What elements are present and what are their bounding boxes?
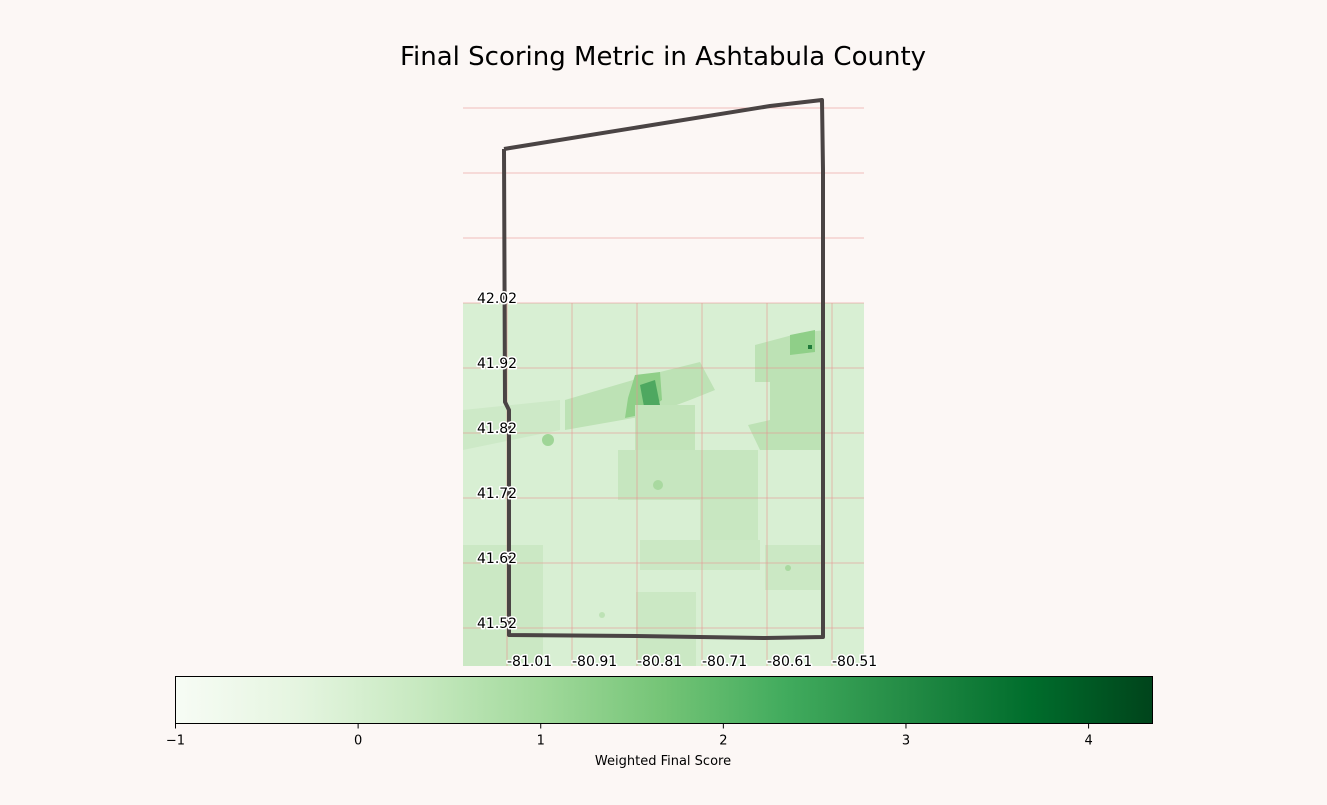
colorbar-tick-label: 1	[537, 734, 545, 749]
map-title: Final Scoring Metric in Ashtabula County	[400, 42, 926, 72]
latitude-label: 41.82	[477, 421, 517, 437]
colorbar-tick-label: −1	[166, 734, 185, 749]
colorbar-tick-label: 0	[354, 734, 362, 749]
longitude-label: -80.81	[637, 654, 682, 670]
longitude-label: -80.71	[702, 654, 747, 670]
longitude-label: -80.91	[572, 654, 617, 670]
score-patches	[463, 330, 825, 666]
map-area	[463, 303, 864, 666]
colorbar-label: Weighted Final Score	[595, 754, 731, 769]
colorbar-tick-label: 2	[719, 734, 727, 749]
colorbar-ticks: −1 0 1 2 3 4	[166, 723, 1093, 749]
latitude-label: 41.52	[477, 616, 517, 632]
latitude-label: 42.02	[477, 291, 517, 307]
colorbar-tick-label: 4	[1084, 734, 1092, 749]
colorbar-tick-label: 3	[902, 734, 910, 749]
latitude-labels: 42.02 41.92 41.82 41.72 41.62 41.52	[476, 290, 519, 634]
latitude-label: 41.62	[477, 551, 517, 567]
colorbar: −1 0 1 2 3 4 Weighted Final Score	[166, 676, 1153, 769]
longitude-label: -80.51	[832, 654, 877, 670]
map-gridlines	[463, 107, 864, 666]
county-boundary	[502, 98, 825, 640]
longitude-labels: -81.01 -80.91 -80.81 -80.71 -80.61 -80.5…	[506, 653, 879, 672]
colorbar-gradient	[175, 676, 1153, 724]
longitude-label: -81.01	[507, 654, 552, 670]
latitude-label: 41.92	[477, 356, 517, 372]
longitude-label: -80.61	[767, 654, 812, 670]
latitude-label: 41.72	[477, 486, 517, 502]
